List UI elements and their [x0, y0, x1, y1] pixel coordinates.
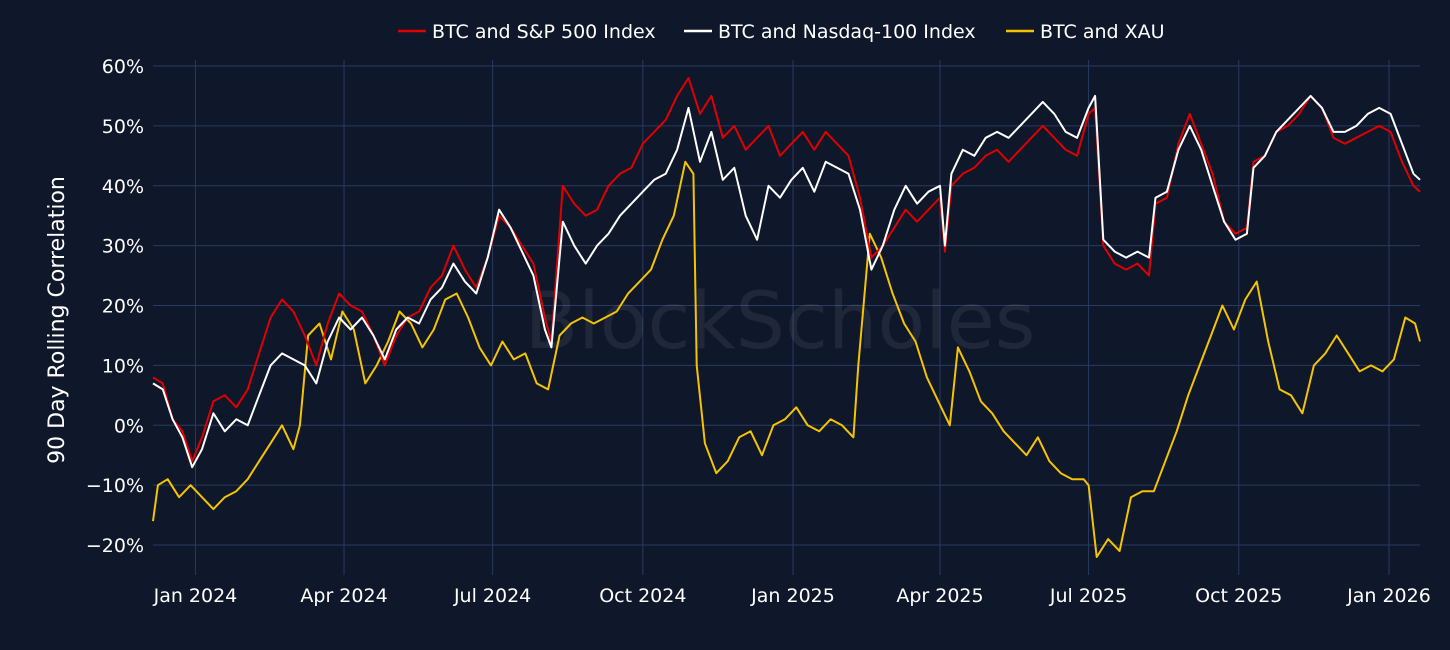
y-axis-ticks: 60% 50% 40% 30% 20% 10% 0% −10% −20% [86, 56, 144, 557]
series-line-0 [152, 77, 1421, 463]
y-tick-label: 30% [102, 236, 144, 258]
x-tick-label: Oct 2024 [599, 585, 686, 607]
y-tick-label: 20% [102, 296, 144, 318]
series-line-1 [152, 94, 1421, 469]
series-line-2 [152, 160, 1421, 558]
y-tick-label: 0% [114, 415, 144, 437]
watermark: BlockScholes [525, 277, 1036, 367]
x-tick-label: Jan 2025 [750, 585, 835, 607]
y-tick-label: 60% [102, 56, 144, 78]
y-tick-label: −10% [86, 475, 144, 497]
x-tick-label: Jan 2024 [153, 585, 238, 607]
y-tick-label: 40% [102, 176, 144, 198]
x-tick-label: Apr 2025 [896, 585, 983, 607]
x-axis-ticks: Jan 2024 Apr 2024 Jul 2024 Oct 2024 Jan 2025… [153, 585, 1431, 607]
series-layer [152, 77, 1421, 558]
y-tick-label: −20% [86, 535, 144, 557]
x-tick-label: Jan 2026 [1346, 585, 1431, 607]
y-axis-label: 90 Day Rolling Correlation [45, 176, 70, 464]
legend: BTC and S&P 500 Index BTC and Nasdaq-100 … [398, 21, 1165, 43]
x-tick-label: Jul 2024 [453, 585, 531, 607]
y-tick-label: 50% [102, 116, 144, 138]
x-tick-label: Apr 2024 [300, 585, 387, 607]
y-tick-label: 10% [102, 355, 144, 377]
x-tick-label: Oct 2025 [1195, 585, 1282, 607]
x-tick-label: Jul 2025 [1049, 585, 1127, 607]
legend-label-2: BTC and XAU [1040, 21, 1165, 43]
legend-label-0: BTC and S&P 500 Index [432, 21, 656, 43]
legend-label-1: BTC and Nasdaq-100 Index [718, 21, 976, 43]
